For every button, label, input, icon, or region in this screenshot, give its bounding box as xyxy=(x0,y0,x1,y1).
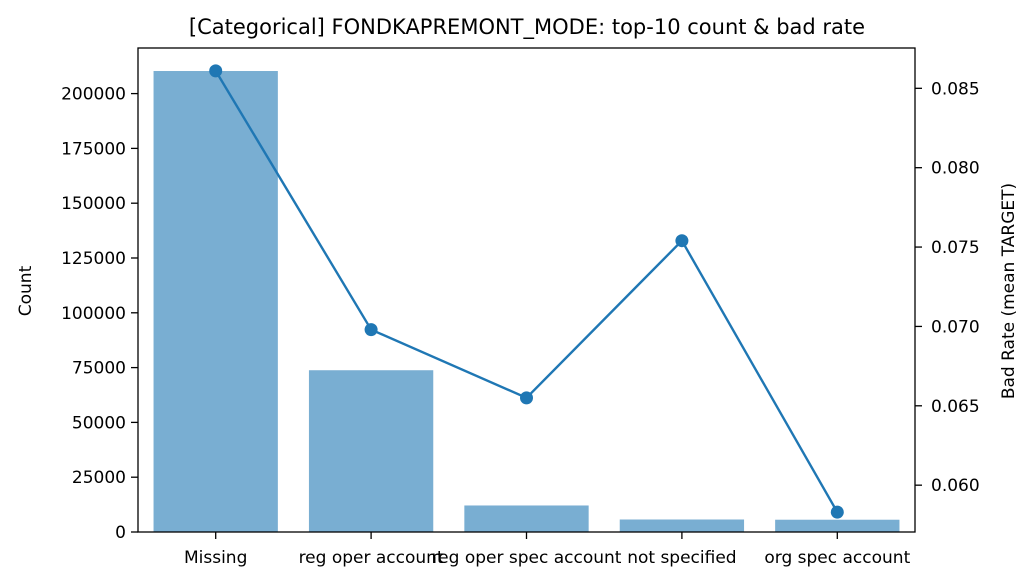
y2-tick-label-3: 0.075 xyxy=(931,238,980,258)
y-tick-label-3: 75000 xyxy=(72,359,126,379)
bad-rate-point-2 xyxy=(520,391,533,405)
bar-4 xyxy=(775,519,900,532)
x-tick-label-4: org spec account xyxy=(764,548,910,568)
y-tick-label-0: 0 xyxy=(115,523,126,543)
bad-rate-point-1 xyxy=(364,323,378,337)
x-tick-label-0: Missing xyxy=(184,548,247,568)
x-tick-label-1: reg oper account xyxy=(299,548,444,568)
chart-title: [Categorical] FONDKAPREMONT_MODE: top-10… xyxy=(189,15,865,40)
y2-tick-label-4: 0.080 xyxy=(931,159,980,179)
y2-tick-label-0: 0.060 xyxy=(931,476,980,496)
bad-rate-point-4 xyxy=(830,505,844,519)
bad-rate-point-3 xyxy=(675,234,689,248)
y-tick-label-5: 125000 xyxy=(61,249,126,269)
y-tick-label-6: 150000 xyxy=(61,194,126,214)
bar-3 xyxy=(619,519,745,532)
y2-axis-label: Bad Rate (mean TARGET) xyxy=(999,183,1019,399)
y-axis-label: Count xyxy=(16,265,36,316)
y2-tick-label-1: 0.065 xyxy=(931,397,980,417)
bar-1 xyxy=(308,370,434,532)
bars-layer xyxy=(153,71,900,533)
y-tick-label-4: 100000 xyxy=(61,304,126,324)
y2-tick-label-2: 0.070 xyxy=(931,317,980,337)
y-tick-label-7: 175000 xyxy=(61,139,126,159)
y2-tick-label-5: 0.085 xyxy=(931,79,980,99)
y-tick-label-1: 25000 xyxy=(72,468,126,488)
bad-rate-line-layer xyxy=(209,64,844,519)
bad-rate-point-0 xyxy=(209,64,223,78)
bar-0 xyxy=(153,71,278,533)
x-tick-label-2: reg oper spec account xyxy=(432,548,622,568)
bar-2 xyxy=(464,505,589,532)
y-tick-label-2: 50000 xyxy=(72,413,126,433)
x-tick-label-3: not specified xyxy=(627,548,736,568)
y-tick-label-8: 200000 xyxy=(61,85,126,105)
axes-layer: 0 25000 50000 75000 100000 125000 150000 175000… xyxy=(61,47,980,568)
